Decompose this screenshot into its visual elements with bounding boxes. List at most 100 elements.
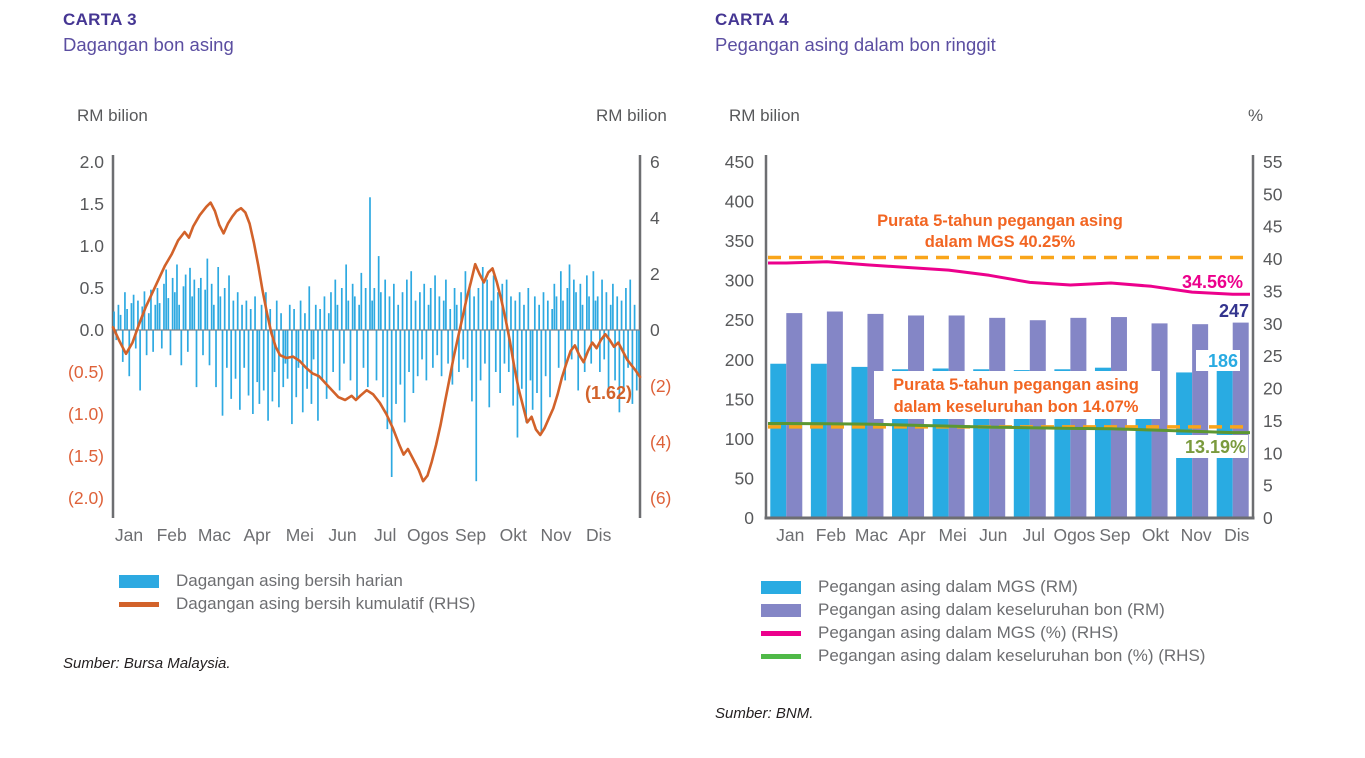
mgs-bar [770,363,787,518]
daily-bar [184,274,187,330]
daily-bar [562,300,564,330]
daily-bar [343,330,345,364]
daily-bar [416,330,419,377]
daily-bar [262,330,265,391]
daily-bar [410,271,413,330]
daily-bar [633,304,636,330]
daily-bar [217,267,220,330]
daily-bar [173,292,176,330]
daily-bar [180,330,183,366]
daily-bar [432,330,434,368]
daily-bar [353,296,356,330]
daily-bar [154,304,157,330]
daily-bar [178,304,180,330]
legend-item-bon-pct: Pegangan asing dalam keseluruhan bon (%)… [761,647,1205,665]
chart3-right-tick: 4 [650,208,660,228]
chart3-left-axis-unit: RM bilion [77,106,148,125]
chart3-right-tick: (2) [650,376,671,396]
daily-bar [267,330,269,421]
daily-bar [228,275,230,330]
daily-bar [134,330,137,349]
daily-bar [533,296,536,330]
daily-bar [390,330,393,477]
chart3-right-tick: 2 [650,264,660,284]
chart4-left-tick: 300 [725,271,754,291]
daily-bar [252,330,254,414]
daily-bar [423,283,426,330]
daily-bar [137,300,139,330]
daily-bar [371,300,374,330]
mgs-bar-swatch [761,580,801,594]
chart3-month-label: Sep [455,525,486,545]
daily-bar [579,283,582,330]
daily-bar [531,330,534,410]
daily-bar [171,277,174,330]
chart4-label: CARTA 4 [715,10,789,29]
daily-bar [176,264,178,330]
chart3-right-axis-unit: RM bilion [596,106,667,125]
daily-bar [445,279,447,330]
daily-bar [284,330,287,364]
daily-bar [254,296,256,330]
daily-bar [219,296,222,330]
daily-bar [447,330,449,364]
legend-label: Pegangan asing dalam MGS (RM) [818,577,1078,596]
chart4-left-tick: 250 [725,310,754,330]
daily-bar [280,313,282,330]
daily-bar [308,286,311,330]
daily-bar [638,330,640,377]
daily-bar [334,279,337,330]
daily-bar [299,300,302,330]
chart4-month-label: Apr [898,525,925,545]
chart4-right-axis-unit: % [1248,106,1264,125]
daily-bar [551,309,554,330]
chart4-right-tick: 45 [1263,217,1282,237]
daily-bar [455,304,458,330]
chart4-right-tick: 25 [1263,346,1282,366]
daily-bar [419,292,421,330]
mgs-bar [810,363,827,518]
daily-bar [573,279,575,330]
daily-bar [147,313,150,330]
daily-bar [625,288,627,330]
daily-bar [399,330,402,385]
legend-item-mgs-pct: Pegangan asing dalam MGS (%) (RHS) [761,624,1205,642]
daily-bar [169,330,172,356]
chart3-end-value-label: (1.62) [585,383,632,403]
daily-bar [440,330,443,377]
daily-bar [145,330,148,356]
daily-bar [581,304,584,330]
daily-bar [520,330,523,389]
chart4-left-tick: 400 [725,192,754,212]
daily-bar [275,300,278,330]
legend-item-bon-rm: Pegangan asing dalam keseluruhan bon (RM… [761,601,1205,619]
daily-bar [301,330,304,413]
daily-bar [421,330,423,360]
daily-bar [286,330,289,379]
chart3-left-tick: (1.0) [68,404,104,424]
daily-bar [150,289,152,330]
legend-label: Pegangan asing dalam keseluruhan bon (%)… [818,646,1206,665]
daily-bar [594,300,597,330]
chart4-month-label: Jun [979,525,1007,545]
chart4-month-label: Okt [1142,525,1169,545]
daily-bar [258,330,261,404]
daily-bar [230,330,233,399]
daily-bar [635,330,638,391]
chart4-month-label: Mei [939,525,967,545]
daily-bar [557,330,560,368]
daily-bar [505,279,508,330]
legend-label: Dagangan asing bersih kumulatif (RHS) [176,594,476,613]
daily-bar-swatch [119,574,159,588]
mgs-pct-end-label: 34.56% [1182,272,1243,292]
daily-bar [128,330,131,377]
mgs-bar [851,366,868,518]
daily-bar [256,330,259,383]
chart4-month-label: Sep [1099,525,1130,545]
daily-bar [271,330,274,402]
chart3-month-label: Apr [243,525,270,545]
daily-bar [542,292,545,330]
daily-bar [592,271,595,330]
bon-bar [786,313,803,518]
daily-bar [436,330,439,356]
